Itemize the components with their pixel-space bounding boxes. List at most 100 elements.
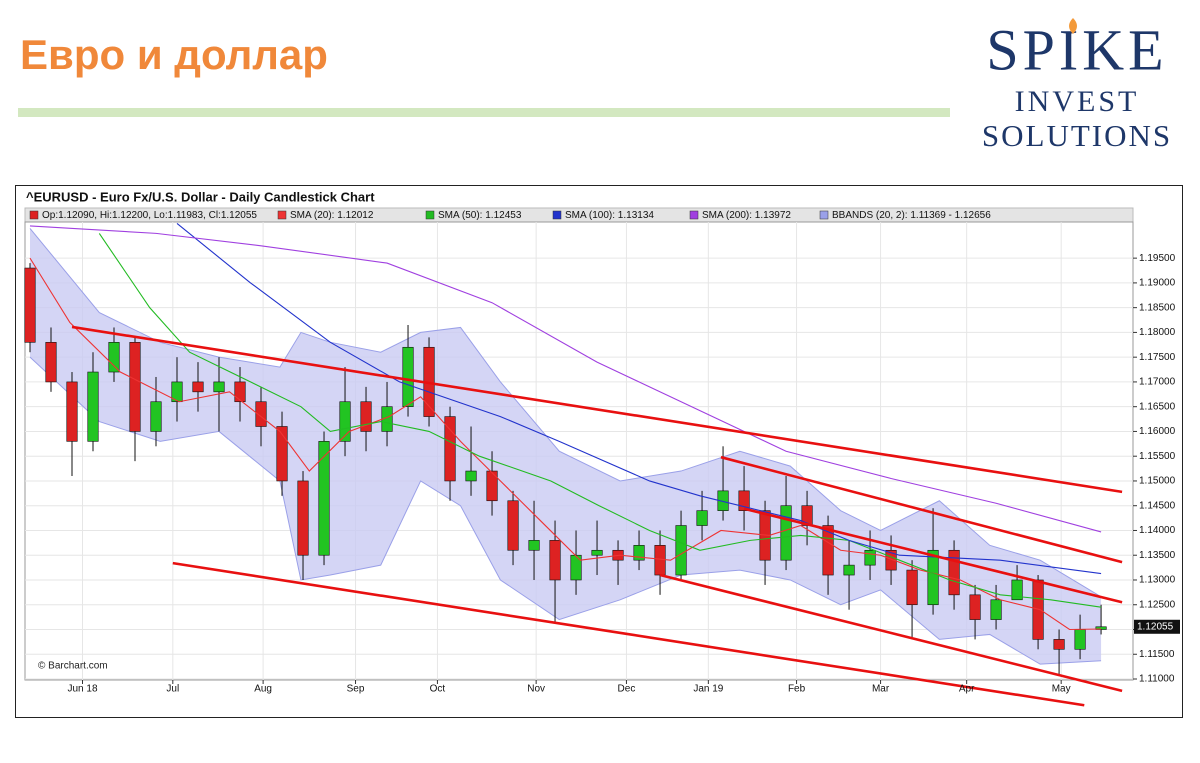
y-tick-label: 1.15000 — [1139, 476, 1176, 487]
trend-line — [172, 561, 1085, 707]
candle-body — [171, 381, 183, 403]
x-tick-label: Aug — [254, 684, 272, 695]
legend-swatch — [425, 210, 435, 220]
x-tick-label: May — [1052, 684, 1071, 695]
last-price-label: 1.12055 — [1137, 621, 1174, 632]
trend-line — [743, 507, 1123, 604]
y-tick-label: 1.18500 — [1139, 302, 1176, 313]
candle-body — [717, 490, 729, 511]
y-tick-label: 1.17500 — [1139, 352, 1176, 363]
y-tick-label: 1.16000 — [1139, 426, 1176, 437]
y-tick-label: 1.12500 — [1139, 599, 1176, 610]
candle-body — [927, 549, 939, 606]
legend-swatch — [819, 210, 829, 220]
candle-body — [108, 342, 120, 373]
candle-body — [45, 342, 57, 383]
candle-body — [864, 549, 876, 566]
x-tick-label: Dec — [618, 684, 636, 695]
candle-body — [150, 401, 162, 432]
legend-label: SMA (200): 1.13972 — [702, 210, 791, 221]
x-tick-label: Sep — [347, 684, 365, 695]
candle-body — [654, 545, 666, 576]
candle-body — [129, 342, 141, 432]
legend-label: Op:1.12090, Hi:1.12200, Lo:1.11983, Cl:1… — [42, 210, 257, 221]
candle-body — [696, 510, 708, 526]
candle-body — [948, 549, 960, 596]
legend-label: SMA (20): 1.12012 — [290, 210, 374, 221]
candle-body — [570, 554, 582, 581]
candle-body — [213, 381, 225, 393]
y-tick-label: 1.19000 — [1139, 278, 1176, 289]
candle-body — [339, 401, 351, 442]
y-tick-label: 1.13500 — [1139, 550, 1176, 561]
candle-body — [675, 525, 687, 576]
logo-line: SOLUTIONS — [982, 118, 1172, 153]
candle-body — [255, 401, 267, 427]
candle-body — [360, 401, 372, 432]
y-tick-label: 1.17000 — [1139, 377, 1176, 388]
watermark: © Barchart.com — [38, 661, 108, 672]
sma-line — [98, 233, 1102, 608]
band-line — [29, 356, 1102, 665]
candle-body — [633, 545, 645, 561]
x-tick-label: Nov — [527, 684, 545, 695]
candle-body — [24, 267, 36, 343]
candle-body — [1074, 629, 1086, 650]
y-tick-label: 1.14000 — [1139, 525, 1176, 536]
trend-line — [71, 325, 1123, 494]
legend-label: SMA (50): 1.12453 — [438, 210, 522, 221]
x-tick-label: Oct — [430, 684, 446, 695]
x-tick-label: Jun 18 — [67, 684, 97, 695]
sma-line — [29, 257, 1102, 631]
candle-body — [192, 381, 204, 393]
candle-body — [822, 525, 834, 576]
trend-line — [720, 455, 1123, 564]
logo-line: INVEST — [1015, 85, 1140, 118]
candle-body — [969, 594, 981, 620]
chart-title: ^EURUSD - Euro Fx/U.S. Dollar - Daily Ca… — [26, 189, 375, 204]
legend-swatch — [552, 210, 562, 220]
title-rule — [18, 108, 950, 117]
candle-body — [528, 540, 540, 551]
candle-body — [87, 371, 99, 442]
legend-label: BBANDS (20, 2): 1.11369 - 1.12656 — [832, 210, 991, 221]
candle-body — [1011, 579, 1023, 601]
candle-body — [906, 569, 918, 606]
y-tick-label: 1.19500 — [1139, 253, 1176, 264]
x-tick-label: Mar — [872, 684, 890, 695]
candle-body — [990, 599, 1002, 620]
y-tick-label: 1.11500 — [1139, 649, 1175, 660]
y-tick-label: 1.13000 — [1139, 575, 1176, 586]
candle-body — [276, 426, 288, 482]
last-price-box — [1134, 619, 1180, 634]
sma-line — [176, 223, 1102, 575]
x-tick-label: Jan 19 — [693, 684, 723, 695]
candle-body — [486, 470, 498, 502]
x-tick-label: Jul — [166, 684, 179, 695]
candle-body — [444, 416, 456, 482]
candle-body — [318, 441, 330, 556]
trend-line — [659, 573, 1123, 693]
candle-body — [591, 549, 603, 556]
legend-label: SMA (100): 1.13134 — [565, 210, 654, 221]
candle-body — [507, 500, 519, 551]
candle-body — [402, 346, 414, 407]
x-tick-label: Feb — [788, 684, 806, 695]
y-tick-label: 1.15500 — [1139, 451, 1176, 462]
y-tick-label: 1.16500 — [1139, 401, 1176, 412]
candle-body — [234, 381, 246, 403]
x-tick-label: Apr — [959, 684, 975, 695]
logo-icon — [1069, 18, 1077, 34]
y-tick-label: 1.14500 — [1139, 500, 1176, 511]
candle-body — [66, 381, 78, 442]
logo-main: SPIKE — [986, 17, 1167, 82]
candle-body — [843, 564, 855, 576]
candle-body — [549, 540, 561, 581]
candle-body — [885, 549, 897, 571]
candle-body — [780, 505, 792, 561]
candle-body — [1053, 639, 1065, 650]
slide-title: Евро и доллар — [20, 31, 328, 78]
legend-swatch — [29, 210, 39, 220]
legend-swatch — [277, 210, 287, 220]
